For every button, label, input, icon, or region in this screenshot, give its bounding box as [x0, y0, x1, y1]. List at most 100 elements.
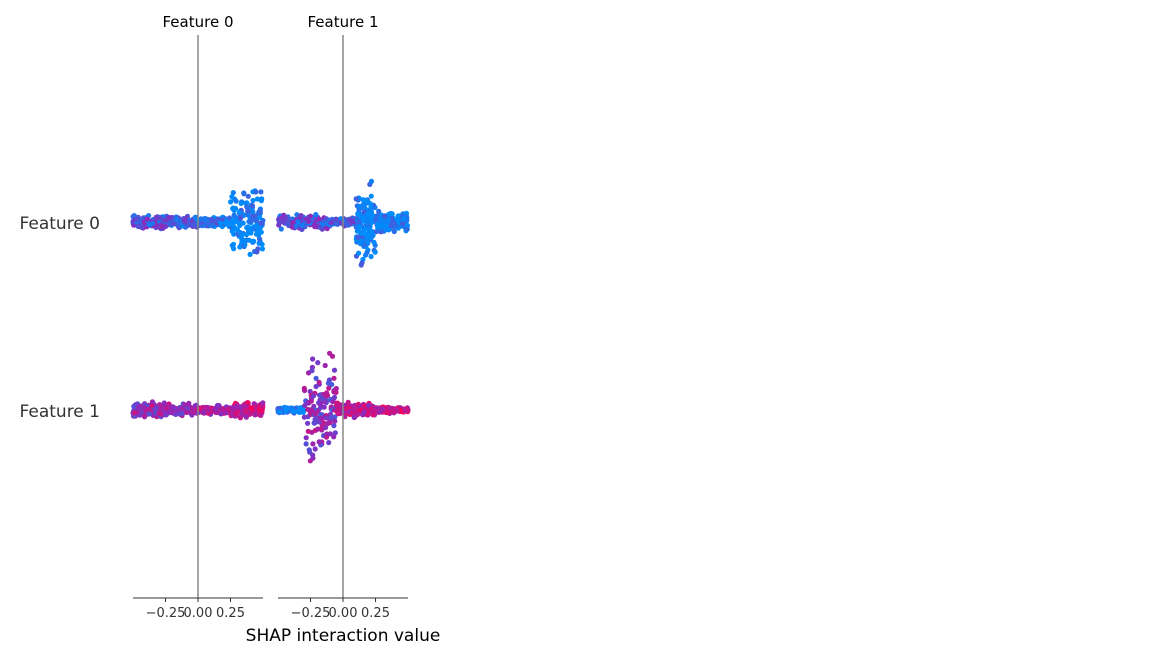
data-point — [141, 413, 147, 419]
data-point — [245, 208, 251, 214]
data-point — [214, 406, 220, 412]
row-label-feature-1: Feature 1 — [20, 402, 100, 422]
x-tick-label: 0.00 — [184, 606, 213, 621]
data-point — [254, 223, 260, 229]
data-point — [310, 393, 317, 399]
data-point — [309, 368, 315, 374]
beeswarm-cell-1-2 — [276, 178, 410, 268]
data-point — [332, 430, 338, 436]
data-point — [209, 223, 215, 229]
data-point — [354, 407, 360, 413]
data-point — [330, 399, 336, 405]
data-point — [349, 409, 355, 416]
data-point — [344, 222, 350, 228]
data-point — [328, 220, 335, 226]
data-point — [316, 439, 322, 445]
row-label-feature-0: Feature 0 — [20, 214, 100, 234]
data-point — [278, 226, 284, 232]
data-point — [328, 414, 334, 421]
axes-layer: −0.250.00 0.25 −0.250.00 0.25 — [133, 597, 408, 621]
data-point — [245, 224, 251, 230]
data-point — [245, 193, 251, 199]
data-point — [357, 241, 364, 247]
x-tick-label: 0.00 — [329, 606, 358, 621]
data-point — [315, 360, 321, 366]
data-point — [170, 404, 176, 410]
data-point — [166, 214, 172, 221]
data-point — [383, 409, 389, 416]
data-point — [312, 446, 318, 452]
data-point — [239, 236, 245, 242]
data-point — [231, 231, 237, 237]
data-point — [306, 218, 312, 225]
x-tick-label: −0.25 — [291, 606, 331, 621]
data-point — [141, 405, 147, 411]
data-point — [359, 260, 365, 266]
data-point — [376, 208, 382, 214]
data-point — [353, 196, 359, 202]
data-point — [131, 410, 137, 416]
data-point — [245, 212, 251, 218]
data-point — [284, 220, 291, 226]
data-point — [356, 250, 362, 256]
data-point — [303, 435, 309, 441]
data-point — [186, 400, 192, 406]
data-point — [156, 410, 162, 416]
data-point — [173, 411, 179, 417]
data-point — [364, 217, 370, 223]
data-point — [157, 406, 163, 412]
data-point — [136, 223, 142, 229]
data-point — [257, 215, 263, 221]
data-point — [174, 216, 180, 222]
data-point — [356, 224, 362, 230]
data-point — [248, 405, 254, 411]
data-point — [230, 241, 237, 247]
data-point — [299, 408, 305, 414]
data-point — [320, 420, 327, 426]
data-point — [250, 209, 256, 215]
data-point — [220, 406, 226, 412]
data-point — [241, 190, 247, 196]
data-point — [326, 440, 332, 446]
data-point — [361, 202, 367, 208]
data-point — [312, 224, 318, 230]
data-point — [313, 375, 319, 381]
data-point — [305, 428, 311, 434]
data-point — [280, 219, 286, 225]
data-point — [366, 228, 372, 234]
data-point — [313, 383, 319, 390]
data-point — [404, 226, 410, 232]
data-point — [239, 411, 245, 417]
data-point — [307, 213, 314, 219]
data-point — [343, 406, 350, 412]
data-point — [293, 408, 299, 414]
data-point — [228, 199, 234, 205]
data-point — [331, 423, 337, 429]
data-point — [237, 230, 243, 236]
data-point — [249, 203, 255, 209]
data-point — [374, 213, 380, 219]
data-point — [382, 213, 388, 219]
data-point — [282, 215, 289, 221]
data-point — [179, 411, 185, 417]
data-point — [229, 407, 235, 413]
data-point — [362, 237, 368, 243]
data-point — [310, 356, 316, 362]
data-point — [363, 197, 369, 203]
data-point — [277, 409, 283, 415]
data-point — [322, 362, 328, 369]
data-point — [289, 224, 295, 230]
data-point — [361, 409, 367, 415]
data-point — [317, 224, 323, 231]
data-point — [367, 235, 374, 241]
data-point — [163, 223, 169, 229]
data-point — [307, 449, 313, 455]
data-point — [336, 401, 342, 407]
zero-lines-layer — [197, 35, 344, 598]
data-point — [313, 212, 319, 218]
data-point — [332, 418, 338, 424]
data-point — [391, 406, 397, 412]
data-point — [184, 405, 191, 411]
x-tick-label: −0.25 — [146, 606, 186, 621]
data-point — [345, 399, 351, 405]
